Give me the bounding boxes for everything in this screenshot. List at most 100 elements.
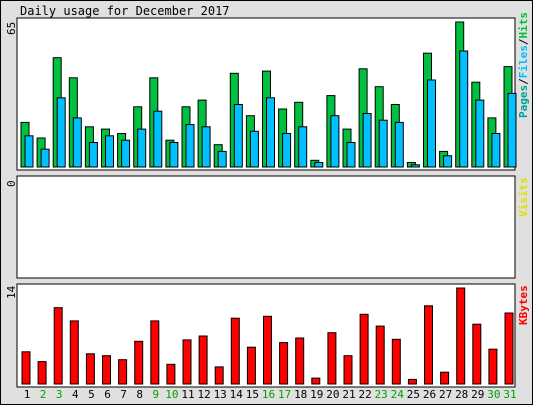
- day-label: 25: [407, 388, 420, 401]
- kbytes-bar: [118, 359, 128, 385]
- files-bar: [378, 119, 388, 168]
- day-label: 6: [104, 388, 111, 401]
- files-bar: [185, 124, 195, 168]
- files-bar: [24, 135, 34, 168]
- kbytes-bar: [359, 313, 369, 385]
- kbytes-bar: [69, 320, 79, 385]
- usage-legend: Pages/Files/Hits: [517, 12, 530, 118]
- day-label: 18: [294, 388, 307, 401]
- kbytes-bar: [279, 342, 289, 385]
- files-bar: [443, 155, 453, 168]
- visits-plot-area: [16, 175, 516, 279]
- day-label: 23: [375, 388, 388, 401]
- chart-title: Daily usage for December 2017: [20, 4, 230, 18]
- files-bar: [298, 126, 308, 168]
- files-bar: [459, 50, 469, 168]
- files-bar: [475, 99, 485, 168]
- kbytes-bars: [21, 287, 514, 385]
- files-bar: [249, 130, 259, 168]
- files-bar: [201, 126, 211, 168]
- files-bar: [233, 104, 243, 168]
- files-bar: [40, 148, 50, 168]
- kbytes-bar: [246, 346, 256, 385]
- kbytes-bar: [488, 348, 498, 385]
- day-label: 9: [152, 388, 159, 401]
- kbytes-bar: [504, 312, 514, 385]
- kbytes-bar: [134, 340, 144, 385]
- kbytes-bar: [53, 307, 63, 385]
- legend-sep-2: /: [517, 38, 530, 45]
- day-label: 15: [246, 388, 259, 401]
- kbytes-bar: [21, 351, 31, 385]
- files-bar: [507, 92, 517, 168]
- files-bar: [88, 142, 98, 168]
- files-bar: [217, 150, 227, 168]
- kbytes-bar: [456, 287, 466, 385]
- legend-pages: Pages: [517, 85, 530, 118]
- day-label: 29: [471, 388, 484, 401]
- day-label: 7: [120, 388, 127, 401]
- kbytes-bar: [85, 353, 95, 385]
- kbytes-bar: [37, 361, 47, 385]
- day-label: 19: [310, 388, 323, 401]
- files-bar: [427, 79, 436, 168]
- files-bar: [137, 128, 147, 168]
- files-bar: [105, 135, 114, 168]
- files-bar: [72, 117, 82, 168]
- day-label: 13: [214, 388, 227, 401]
- day-label: 8: [136, 388, 143, 401]
- kbytes-bar: [327, 332, 337, 385]
- files-bar: [410, 164, 420, 168]
- files-bar: [121, 139, 131, 168]
- day-label: 27: [439, 388, 452, 401]
- legend-kbytes: KBytes: [517, 285, 530, 325]
- kbytes-bar: [440, 371, 450, 385]
- day-label: 14: [230, 388, 244, 401]
- legend-hits: Hits: [517, 12, 530, 39]
- day-label: 21: [342, 388, 355, 401]
- legend-sep-1: /: [517, 78, 530, 85]
- kbytes-bar: [263, 315, 272, 385]
- kbytes-bar: [391, 338, 401, 385]
- kbytes-bar: [375, 325, 385, 385]
- day-label: 20: [326, 388, 339, 401]
- files-bar: [362, 113, 372, 168]
- files-bar: [153, 110, 163, 168]
- day-label: 1: [24, 388, 31, 401]
- kbytes-bar: [343, 355, 353, 385]
- files-bar: [394, 121, 404, 168]
- day-label: 3: [56, 388, 63, 401]
- usage-bars: [20, 21, 517, 168]
- day-label: 12: [197, 388, 210, 401]
- kbytes-bar: [214, 366, 224, 385]
- day-label: 4: [72, 388, 79, 401]
- files-bar: [56, 97, 66, 168]
- kbytes-ymax-label: 14: [5, 285, 18, 299]
- visits-ymax-label: 0: [5, 180, 18, 187]
- usage-ymax-label: 65: [5, 22, 18, 35]
- day-label: 16: [262, 388, 275, 401]
- kbytes-bar: [295, 337, 305, 385]
- day-label: 11: [181, 388, 194, 401]
- kbytes-bar: [407, 378, 417, 385]
- kbytes-bar: [311, 377, 321, 385]
- kbytes-bar: [198, 335, 208, 385]
- day-label: 5: [88, 388, 95, 401]
- files-bar: [266, 97, 275, 168]
- kbytes-bar: [182, 339, 192, 385]
- kbytes-bar: [472, 323, 482, 385]
- kbytes-bar: [150, 320, 160, 385]
- legend-files: Files: [517, 45, 530, 78]
- kbytes-bar: [424, 305, 433, 385]
- day-label: 22: [358, 388, 371, 401]
- files-bar: [330, 115, 340, 168]
- day-label: 26: [423, 388, 436, 401]
- files-bar: [346, 142, 356, 168]
- day-label: 2: [40, 388, 47, 401]
- files-bar: [491, 133, 501, 168]
- day-label: 17: [278, 388, 291, 401]
- kbytes-bar: [102, 355, 111, 385]
- files-bar: [169, 142, 179, 168]
- day-label: 30: [487, 388, 500, 401]
